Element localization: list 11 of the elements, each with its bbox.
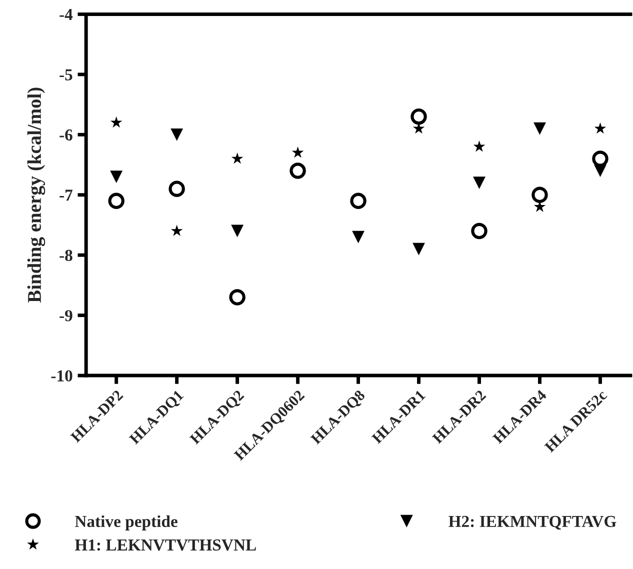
legend-label: Native peptide [74, 515, 178, 530]
y-axis-title: Binding energy (kcal/mol) [27, 88, 46, 303]
y-tick-label: -4 [60, 9, 73, 20]
y-tick-label: -9 [60, 310, 72, 322]
y-tick-label: -7 [60, 190, 72, 201]
y-tick-label: -6 [60, 129, 72, 141]
legend-label: H1: LEKNVTVTHSVNL [74, 539, 256, 551]
y-tick-label: -5 [60, 69, 72, 80]
legend-label: H2: IEKMNTQFTAVG [448, 516, 616, 530]
y-tick-label: -10 [51, 370, 72, 382]
y-tick-label: -8 [60, 250, 72, 262]
